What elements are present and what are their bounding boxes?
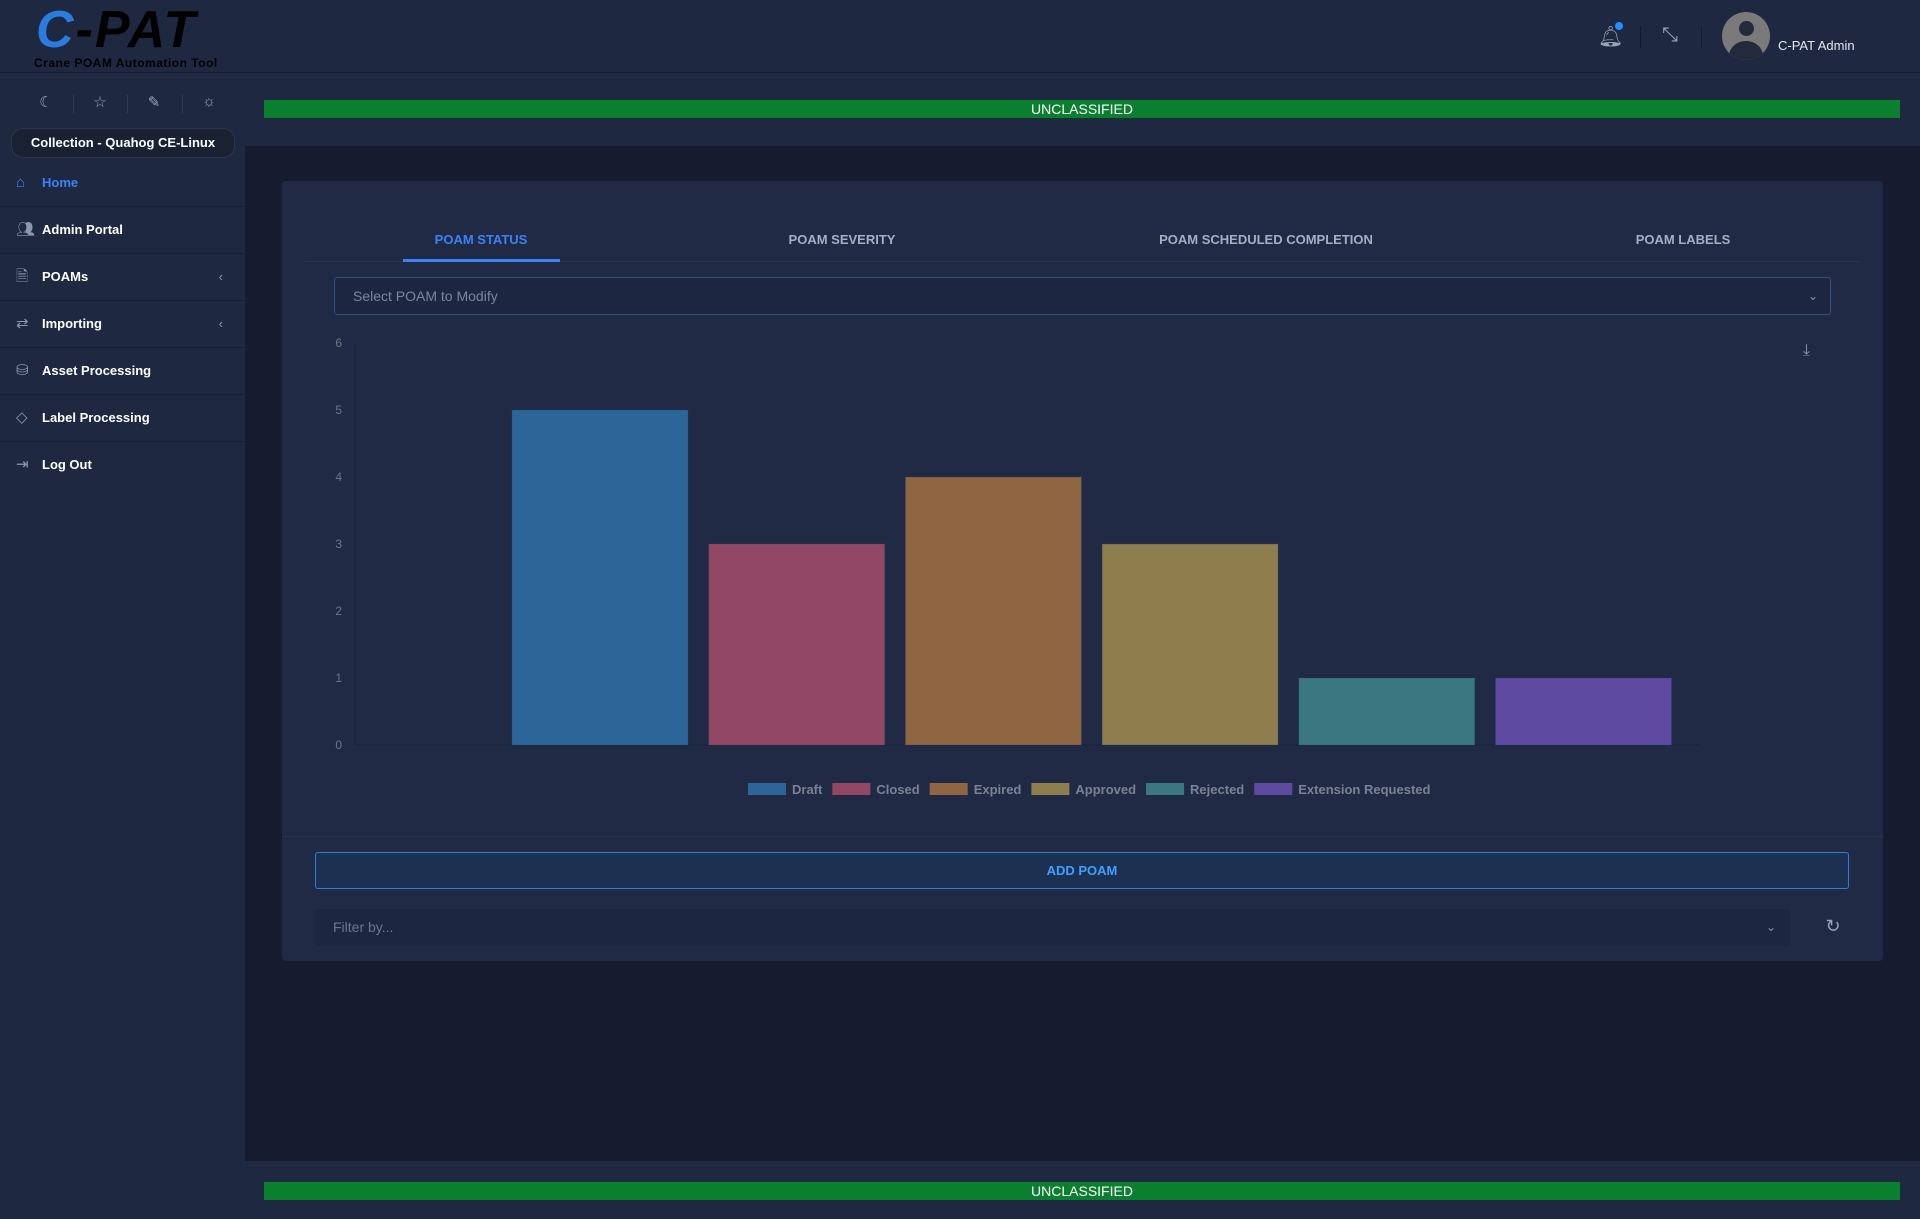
tab-poam-scheduled-completion[interactable]: POAM SCHEDULED COMPLETION [1159,232,1373,247]
sidebar-item-log-out[interactable]: ⇥ Log Out [0,442,245,489]
legend-label: Closed [876,782,919,797]
legend-label: Extension Requested [1298,782,1430,797]
user-name[interactable]: C-PAT Admin [1778,38,1855,53]
bar-closed [708,543,886,746]
bar-approved [1101,543,1279,746]
legend-swatch [929,783,968,795]
filter-placeholder: Filter by... [333,919,394,935]
classification-banner-top: UNCLASSIFIED [264,100,1900,118]
y-tick-label: 1 [335,671,342,685]
y-tick-label: 4 [335,470,342,484]
collection-selector[interactable]: Collection - Quahog CE-Linux [11,128,235,158]
tab-poam-labels[interactable]: POAM LABELS [1635,232,1731,247]
download-icon[interactable]: ⤓ [1803,342,1811,359]
legend-swatch [1146,783,1185,795]
tag-icon: ◇ [16,409,28,426]
sidebar: ☾ ☆ ✎ ☼ Collection - Quahog CE-Linux ⌂ Ho… [0,73,245,1219]
app-header: C-PAT Crane POAM Automation Tool 🔔︎ ⤡ C-… [0,0,1920,73]
filter-dropdown[interactable]: Filter by... ⌄ [315,909,1790,946]
classification-banner-bottom: UNCLASSIFIED [264,1182,1900,1200]
home-icon: ⌂ [16,174,26,191]
bell-icon[interactable]: 🔔︎ [1598,22,1623,48]
select-poam-dropdown[interactable]: Select POAM to Modify ⌄ [334,277,1831,315]
add-poam-button[interactable]: ADD POAM [315,852,1849,889]
sidebar-item-label: Log Out [42,457,92,472]
notification-dot [1615,22,1623,30]
chevron-down-icon: ⌄ [1765,920,1776,934]
y-tick-label: 5 [335,403,342,417]
legend-swatch [832,783,871,795]
y-tick-label: 0 [335,738,342,752]
cpat-logo[interactable]: C-PAT Crane POAM Automation Tool [34,1,218,70]
moon-icon[interactable]: ☾ [39,94,53,111]
chevron-down-icon: ⌄ [1807,289,1818,303]
legend-swatch [748,783,786,795]
chevron-left-icon: ‹ [218,269,223,284]
chevron-left-icon: ‹ [218,316,223,331]
y-tick-label: 2 [335,604,342,618]
bar-expired [904,476,1082,746]
tab-poam-status[interactable]: POAM STATUS [434,232,528,247]
users-icon: 👥︎ [16,221,36,238]
y-tick-label: 6 [335,336,342,350]
sidebar-item-home[interactable]: ⌂ Home [0,160,245,207]
sidebar-item-poams[interactable]: 🗎 POAMs ‹ [0,254,245,301]
y-tick-label: 3 [335,537,342,551]
legend-label: Expired [974,782,1022,797]
bar-draft [511,409,689,746]
active-tab-indicator [403,259,560,262]
divider [1701,26,1702,48]
file-icon: 🗎 [16,268,29,285]
sidebar-nav: ⌂ Home 👥︎ Admin Portal 🗎 POAMs ‹ ⇄ Importing ‹… [0,160,245,489]
legend-swatch [1031,783,1070,795]
bar-extension-requested [1495,677,1672,746]
poam-status-chart: 0 1 2 3 4 5 6 Draft Closed Expired Approved Rejecte… [335,336,1700,797]
logo-subtitle: Crane POAM Automation Tool [34,56,218,70]
sidebar-item-label: POAMs [42,269,89,284]
star-icon[interactable]: ☆ [93,94,107,111]
legend-label: Approved [1075,782,1136,797]
sidebar-item-asset-processing[interactable]: ⛁ Asset Processing [0,348,245,395]
arrows-icon: ⇄ [16,315,29,332]
sun-icon[interactable]: ☼ [202,93,216,110]
divider [282,836,1883,837]
sidebar-item-label: Label Processing [42,410,150,425]
select-placeholder: Select POAM to Modify [353,288,498,304]
sidebar-item-importing[interactable]: ⇄ Importing ‹ [0,301,245,348]
drive-icon: ⛁ [16,362,29,379]
sidebar-item-label: Importing [42,316,102,331]
sidebar-item-label: Admin Portal [42,222,123,237]
legend-label: Draft [792,782,823,797]
brush-icon[interactable]: ✎ [147,94,161,111]
sidebar-item-admin-portal[interactable]: 👥︎ Admin Portal [0,207,245,254]
theme-switcher: ☾ ☆ ✎ ☼ [0,87,245,117]
chart-tabs: POAM STATUS POAM SEVERITY POAM SCHEDULED… [305,220,1860,262]
sidebar-item-label: Asset Processing [42,363,152,378]
tab-poam-severity[interactable]: POAM SEVERITY [788,232,896,247]
sidebar-item-label-processing[interactable]: ◇ Label Processing [0,395,245,442]
sidebar-item-label: Home [42,175,79,190]
legend-label: Rejected [1190,782,1244,797]
compress-icon[interactable]: ⤡ [1662,24,1678,46]
bar-rejected [1298,677,1476,746]
refresh-icon[interactable]: ↻ [1825,916,1841,936]
avatar[interactable] [1722,12,1770,60]
legend-swatch [1254,783,1293,795]
divider [1640,26,1641,48]
logout-icon: ⇥ [16,456,29,473]
